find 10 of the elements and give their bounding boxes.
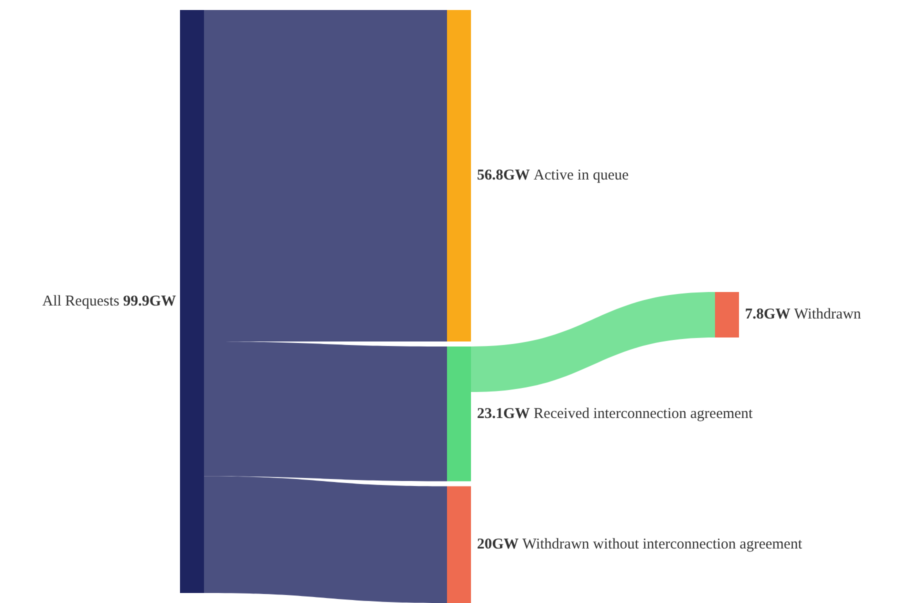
data-label: 23.1GW <box>477 406 530 422</box>
category-label: Withdrawn without interconnection agreement <box>522 536 803 553</box>
category-label: All Requests <box>42 293 124 310</box>
data-label: 56.8GW <box>477 168 530 184</box>
category-label: Withdrawn <box>794 306 862 323</box>
data-label: 7.8GW <box>745 306 790 323</box>
data-label: 20GW <box>477 536 519 553</box>
category-label: Active in queue <box>534 168 629 184</box>
data-label: 99.9GW <box>123 293 176 310</box>
category-label: Received interconnection agreement <box>534 406 754 422</box>
